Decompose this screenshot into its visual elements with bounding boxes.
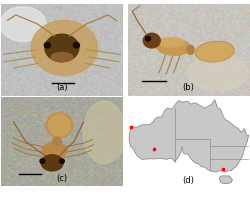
Ellipse shape [31, 20, 98, 75]
Ellipse shape [157, 39, 190, 55]
Ellipse shape [83, 101, 126, 164]
Text: (c): (c) [56, 175, 68, 183]
Ellipse shape [74, 42, 80, 48]
Polygon shape [219, 176, 232, 184]
Ellipse shape [45, 34, 79, 62]
Ellipse shape [188, 54, 249, 91]
Ellipse shape [41, 155, 63, 171]
Ellipse shape [40, 159, 45, 163]
Ellipse shape [158, 38, 184, 47]
Ellipse shape [44, 42, 50, 48]
Ellipse shape [197, 42, 233, 61]
Ellipse shape [53, 137, 61, 145]
Ellipse shape [196, 41, 234, 62]
Text: (d): (d) [182, 176, 194, 185]
Ellipse shape [0, 7, 46, 42]
Text: (a): (a) [56, 83, 68, 92]
Ellipse shape [60, 159, 64, 163]
Ellipse shape [51, 52, 73, 62]
Ellipse shape [48, 114, 70, 136]
Ellipse shape [143, 33, 160, 48]
Text: (b): (b) [182, 83, 194, 92]
Polygon shape [129, 100, 249, 172]
Ellipse shape [146, 36, 150, 41]
Ellipse shape [42, 142, 67, 158]
Ellipse shape [46, 113, 73, 138]
Ellipse shape [187, 45, 194, 54]
